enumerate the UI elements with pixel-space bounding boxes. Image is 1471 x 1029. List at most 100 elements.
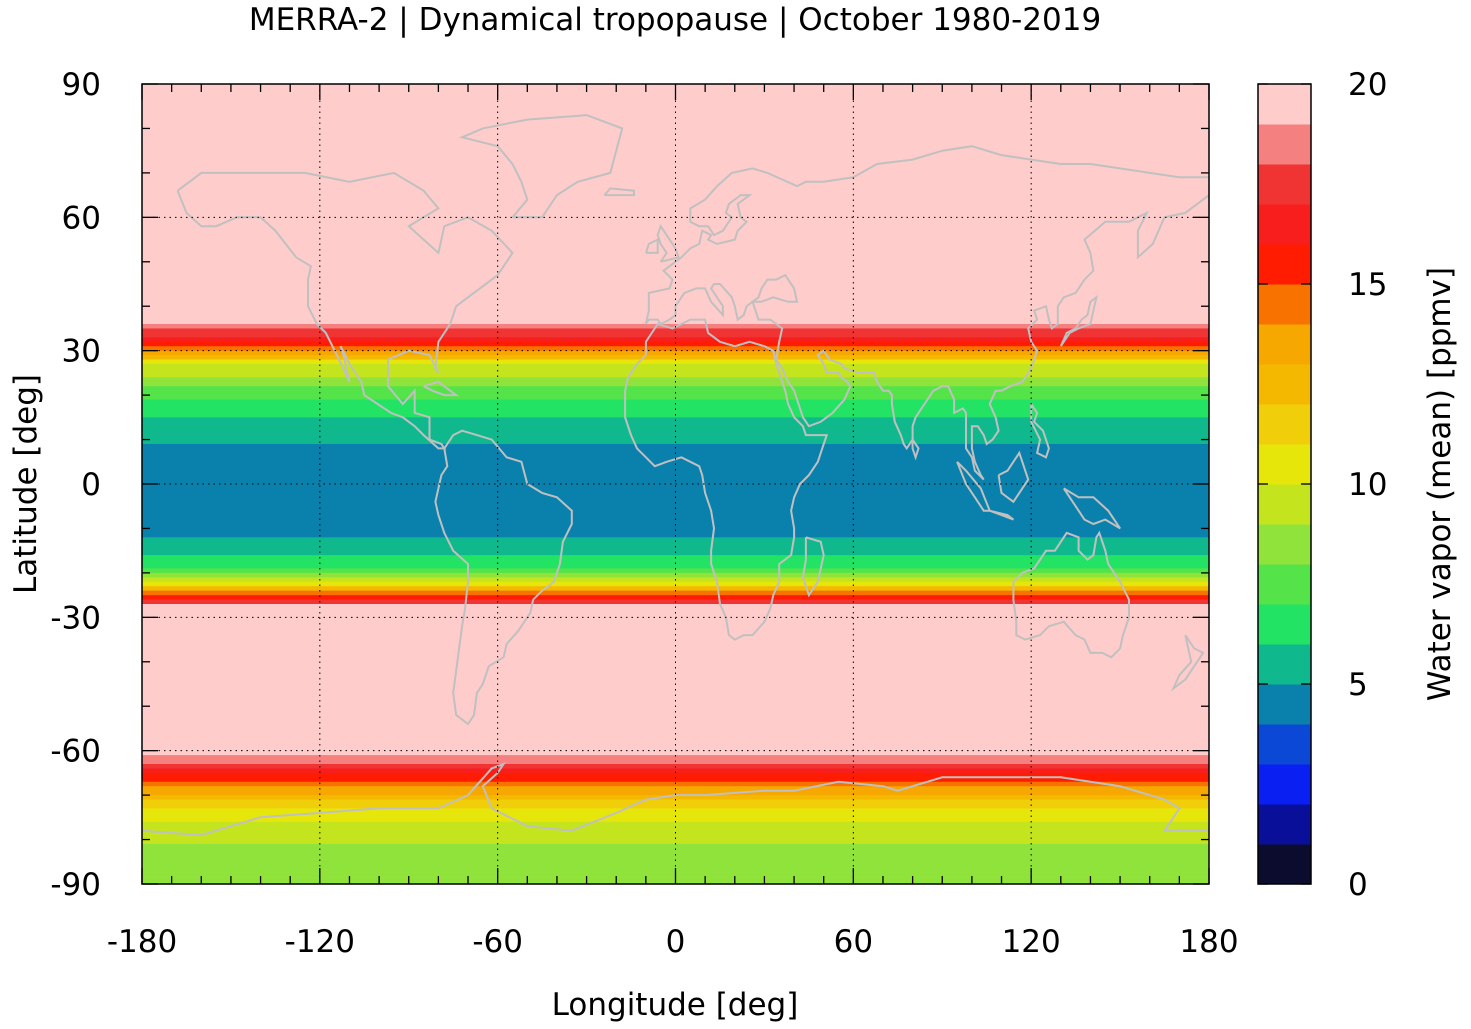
heatmap-band [142, 466, 1209, 472]
y-tick-label: 0 [81, 467, 101, 503]
heatmap-band [142, 235, 1209, 241]
heatmap-band [142, 141, 1209, 147]
colorbar-swatch [1258, 644, 1311, 685]
colorbar-swatch [1258, 204, 1311, 245]
heatmap-band [142, 790, 1209, 796]
colorbar-swatch [1258, 844, 1311, 885]
y-tick-label: 30 [62, 334, 101, 370]
heatmap-band [142, 364, 1209, 370]
coastline [603, 187, 635, 197]
heatmap-band [142, 728, 1209, 734]
colorbar-frame [1257, 83, 1312, 885]
heatmap-band [142, 572, 1209, 578]
colorbar-swatch [1258, 404, 1311, 445]
heatmap-band [142, 630, 1209, 636]
x-tick-label: 60 [834, 924, 873, 960]
heatmap-band [142, 426, 1209, 432]
heatmap-band [142, 679, 1209, 685]
colorbar-swatch [1258, 724, 1311, 765]
coastline [1012, 530, 1130, 659]
heatmap-band [142, 404, 1209, 410]
heatmap-band [142, 546, 1209, 552]
coastline [645, 194, 1209, 481]
heatmap-band [142, 724, 1209, 730]
heatmap-band [142, 101, 1209, 107]
colorbar-tick-label: 20 [1348, 67, 1387, 103]
heatmap-band [142, 350, 1209, 356]
coastline [423, 380, 460, 397]
colorbar-tick-label: 0 [1348, 867, 1368, 903]
gridlines [142, 84, 1209, 884]
heatmap-band [142, 497, 1209, 503]
heatmap-band [142, 550, 1209, 556]
heatmap-band [142, 359, 1209, 365]
heatmap-band [142, 541, 1209, 547]
coastline [911, 439, 920, 461]
colorbar-swatch [1258, 484, 1311, 525]
x-tick-label: -60 [472, 924, 523, 960]
coastline [624, 318, 829, 641]
colorbar [1258, 83, 1311, 885]
heatmap-band [142, 421, 1209, 427]
coastline [142, 761, 1209, 837]
heatmap-band [142, 746, 1209, 752]
heatmap-band [142, 799, 1209, 805]
heatmap-band [142, 315, 1209, 321]
heatmap-band [142, 328, 1209, 334]
coastline [801, 536, 825, 598]
heatmap-band [142, 226, 1209, 232]
coastline [644, 237, 659, 254]
heatmap-band [142, 684, 1209, 690]
heatmap-band [142, 612, 1209, 618]
heatmap-band [142, 266, 1209, 272]
y-tick-label: -60 [50, 734, 101, 770]
x-tick-label: 120 [1002, 924, 1061, 960]
heatmap-band [142, 710, 1209, 716]
heatmap-band [142, 448, 1209, 454]
heatmap-band [142, 452, 1209, 458]
heatmap-band [142, 861, 1209, 867]
heatmap-band [142, 848, 1209, 854]
chart-title: MERRA-2 | Dynamical tropopause | October… [248, 2, 1102, 38]
heatmap-band [142, 590, 1209, 596]
heatmap-band [142, 150, 1209, 156]
coastline [956, 461, 992, 512]
heatmap-band [142, 812, 1209, 818]
colorbar-tick-labels: 0 5 10 15 20 [1348, 67, 1387, 903]
heatmap-band [142, 341, 1209, 347]
colorbar-swatch [1258, 244, 1311, 285]
x-tick-label: -120 [285, 924, 355, 960]
heatmap-band [142, 644, 1209, 650]
heatmap-band [142, 617, 1209, 623]
coastline [989, 509, 1015, 521]
heatmap-band [142, 337, 1209, 343]
heatmap-band [142, 217, 1209, 223]
heatmap-band [142, 470, 1209, 476]
colorbar-swatch [1258, 284, 1311, 325]
heatmap-band [142, 261, 1209, 267]
heatmap-band [142, 586, 1209, 592]
heatmap-band [142, 515, 1209, 521]
heatmap-band [142, 781, 1209, 787]
heatmap-band [142, 479, 1209, 485]
x-tick-label: 180 [1179, 924, 1238, 960]
heatmap-band [142, 124, 1209, 130]
heatmap-band [142, 475, 1209, 481]
heatmap-band [142, 595, 1209, 601]
coastline [997, 450, 1030, 504]
heatmap-band [142, 688, 1209, 694]
coastline [644, 145, 1209, 325]
heatmap-band [142, 706, 1209, 712]
heatmap-band [142, 106, 1209, 112]
coastline [1170, 634, 1205, 692]
axis-ticks [141, 83, 1210, 885]
heatmap-band [142, 732, 1209, 738]
heatmap-band [142, 750, 1209, 756]
heatmap-band [142, 657, 1209, 663]
heatmap-band [142, 199, 1209, 205]
heatmap-band [142, 221, 1209, 227]
heatmap-band [142, 212, 1209, 218]
colorbar-swatch [1258, 764, 1311, 805]
colorbar-swatch [1258, 684, 1311, 725]
